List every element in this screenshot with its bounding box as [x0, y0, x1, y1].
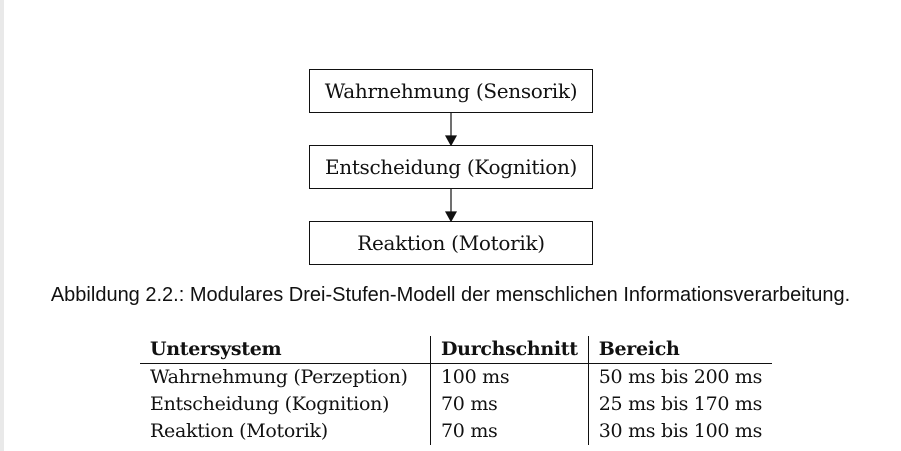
header-average: Durchschnitt	[430, 336, 589, 364]
figure-caption: Abbildung 2.2.: Modulares Drei-Stufen-Mo…	[50, 284, 851, 306]
step-label-decision: Entscheidung (Kognition)	[324, 155, 578, 179]
step-box-reaction: Reaktion (Motorik)	[309, 221, 593, 265]
table-row: Entscheidung (Kognition) 70 ms 25 ms bis…	[140, 391, 773, 418]
header-subsystem: Untersystem	[140, 336, 431, 364]
arrowhead-1	[444, 135, 458, 147]
page-edge-strip	[0, 0, 4, 451]
cell-average: 100 ms	[430, 363, 589, 391]
cell-subsystem: Wahrnehmung (Perzeption)	[150, 366, 408, 388]
header-range: Bereich	[587, 336, 773, 364]
table-header-row: Untersystem Durchschnitt Bereich	[140, 336, 773, 364]
cell-range: 50 ms bis 200 ms	[587, 363, 773, 391]
arrowhead-2	[444, 211, 458, 223]
table-row: Wahrnehmung (Perzeption) 100 ms 50 ms bi…	[140, 363, 773, 391]
cell-average: 70 ms	[430, 391, 589, 418]
flow-arrows	[444, 113, 458, 223]
cell-average: 70 ms	[430, 418, 589, 445]
cell-subsystem: Entscheidung (Kognition)	[150, 393, 390, 415]
step-label-reaction: Reaktion (Motorik)	[357, 231, 545, 255]
step-label-perception: Wahrnehmung (Sensorik)	[324, 79, 578, 103]
step-box-decision: Entscheidung (Kognition)	[309, 145, 593, 189]
cell-range: 30 ms bis 100 ms	[587, 418, 773, 445]
flow-diagram: Wahrnehmung (Sensorik) Entscheidung (Kog…	[309, 69, 593, 265]
cell-range: 25 ms bis 170 ms	[587, 391, 773, 418]
cell-subsystem: Reaktion (Motorik)	[150, 420, 328, 442]
table-row: Reaktion (Motorik) 70 ms 30 ms bis 100 m…	[140, 418, 773, 445]
step-box-perception: Wahrnehmung (Sensorik)	[309, 69, 593, 113]
latency-table: Untersystem Durchschnitt Bereich Wahrneh…	[140, 336, 773, 445]
